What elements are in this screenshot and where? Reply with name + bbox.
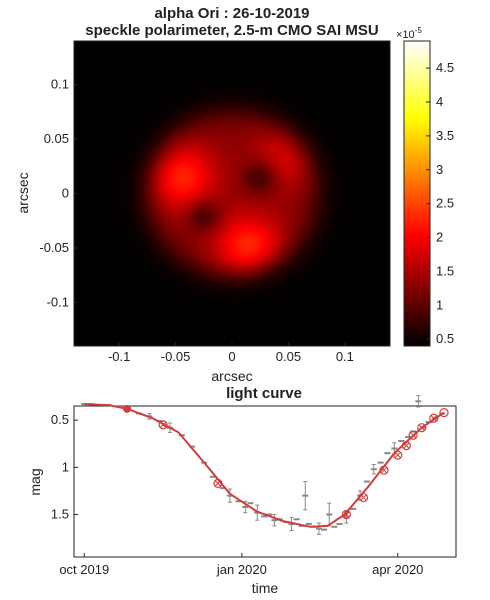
colorbar-tick-label: 2 [436, 230, 443, 245]
epoch-marker-cross [402, 442, 410, 449]
model-curve [84, 403, 445, 528]
epoch-marker [429, 413, 439, 423]
heatmap-xtick-label: 0.1 [336, 349, 354, 364]
lightcurve-xtick-label: jan 2020 [216, 562, 267, 577]
colorbar-tick-label: 4.5 [436, 60, 454, 75]
lightcurve-plot-area [73, 405, 457, 558]
heatmap-xtick-label: -0.1 [108, 349, 130, 364]
epoch-marker [401, 441, 411, 451]
epoch-marker-cross [418, 424, 426, 432]
lightcurve-xtick-label: oct 2019 [59, 562, 109, 577]
colorbar-tick-label: 3 [436, 162, 443, 177]
heatmap-ylabel: arcsec [15, 172, 31, 213]
epoch-marker-cross [394, 451, 402, 459]
epoch-marker-cross [380, 466, 388, 474]
heatmap-xtick-label: 0 [228, 349, 235, 364]
colorbar-tick-label: 2.5 [436, 196, 454, 211]
epoch-marker-cross [159, 421, 167, 429]
lightcurve-ytick-label: 1 [62, 459, 69, 474]
lightcurve-xlabel: time [252, 580, 279, 596]
epoch-marker [393, 450, 403, 460]
heatmap-image [74, 41, 390, 346]
lightcurve-ytick-label: 0.5 [51, 412, 69, 427]
epoch-marker [379, 465, 389, 475]
heatmap-ytick-label: 0.05 [44, 131, 69, 146]
epoch-marker [213, 478, 223, 488]
epoch-marker [358, 492, 369, 503]
colorbar-exponent: ×10-5 [396, 26, 422, 41]
epoch-marker-cross [360, 494, 367, 501]
heatmap-xtick-label: -0.05 [161, 349, 191, 364]
colorbar-tick-label: 3.5 [436, 128, 454, 143]
epoch-marker [341, 509, 351, 520]
colorbar-tick-label: 4 [436, 94, 443, 109]
colorbar-tick-label: 0.5 [436, 331, 454, 346]
lightcurve-xtick-label: apr 2020 [372, 562, 423, 577]
heatmap-xtick-label: 0.05 [276, 349, 301, 364]
colorbar-tick-label: 1 [436, 297, 443, 312]
heatmap-subtitle: speckle polarimeter, 2.5-m CMO SAI MSU [85, 22, 378, 39]
epoch-marker [158, 420, 168, 430]
lightcurve-ylabel: mag [27, 468, 43, 495]
epoch-marker [439, 408, 449, 418]
lightcurve-ytick-label: 1.5 [51, 507, 69, 522]
heatmap-title: alpha Ori : 26-10-2019 [154, 5, 309, 22]
heatmap-ytick-label: -0.1 [47, 294, 69, 309]
epoch-marker-cross [214, 480, 222, 487]
colorbar [403, 40, 431, 347]
lightcurve-title: light curve [226, 385, 302, 402]
heatmap-ytick-label: 0 [62, 186, 69, 201]
epoch-marker-cross [343, 511, 350, 518]
heatmap-ytick-label: 0.1 [51, 77, 69, 92]
heatmap-xlabel: arcsec [211, 368, 252, 384]
heatmap-ytick-label: -0.05 [39, 240, 69, 255]
epoch-marker [408, 430, 418, 440]
epoch-marker [123, 404, 132, 413]
epoch-marker-cross [430, 414, 438, 422]
epoch-marker-cross [409, 431, 417, 439]
colorbar-tick-label: 1.5 [436, 263, 454, 278]
epoch-marker [417, 423, 427, 433]
